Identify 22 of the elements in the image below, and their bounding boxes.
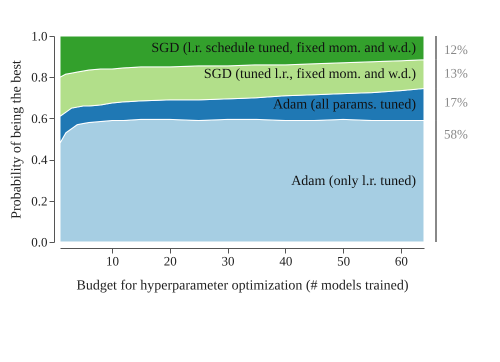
x-tick-label: 50 (337, 254, 350, 268)
series-label: Adam (only l.r. tuned) (291, 174, 416, 190)
text: 13% (444, 66, 468, 81)
x-tick-label: 10 (106, 254, 119, 268)
x-tick-label: 30 (222, 254, 235, 268)
y-tick-label: 0.8 (31, 70, 48, 85)
y-axis-title: Probability of being the best (9, 60, 24, 219)
text: 17% (444, 94, 468, 110)
x-tick-label: 40 (279, 254, 292, 268)
y-tick-label: 0.0 (31, 234, 48, 250)
series-label: SGD (l.r. schedule tuned, fixed mom. and w.d.) (151, 40, 416, 56)
y-tick-label: 0.4 (31, 152, 48, 168)
y-tick-label: 0.6 (31, 110, 48, 126)
x-tick-label: 20 (164, 254, 177, 268)
text: 12% (444, 42, 468, 57)
x-tick-label: 60 (394, 254, 408, 268)
x-axis-title: Budget for hyperparameter optimization (# models trained) (76, 278, 409, 294)
text: 58% (444, 126, 468, 142)
y-tick-label: 1.0 (31, 28, 48, 44)
y-tick-label: 0.2 (31, 193, 48, 208)
series-label: SGD (tuned l.r., fixed mom. and w.d.) (204, 67, 416, 82)
series-label: Adam (all params. tuned) (272, 97, 416, 112)
